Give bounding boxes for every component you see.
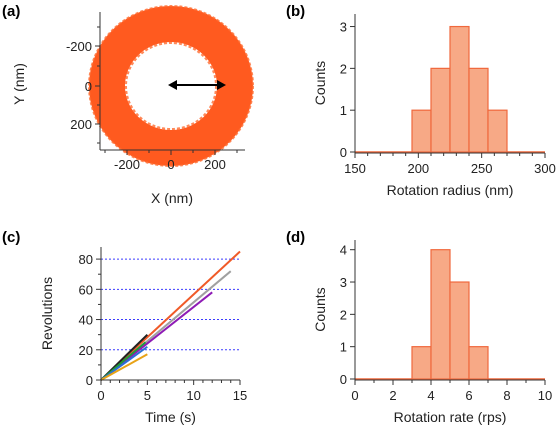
y-axis-label-a: Y (nm) bbox=[11, 63, 27, 105]
bar-b bbox=[449, 25, 470, 153]
x-tick-label-d: 6 bbox=[465, 388, 472, 403]
panel-b: (b) 150 200 250 300 0 1 2 3 Rotation radius (nm)… bbox=[286, 3, 556, 198]
x-tick-label-d: 0 bbox=[351, 388, 358, 403]
x-tick-label-c: 5 bbox=[144, 388, 151, 403]
series-line-c bbox=[100, 345, 148, 381]
series-line-c bbox=[100, 353, 148, 381]
bar-b bbox=[411, 109, 432, 153]
panel-c: (c) 0 5 10 15 0 20 40 60 80 Time (s) Revolutions bbox=[2, 229, 247, 425]
y-tick-label-a: 0 bbox=[85, 79, 92, 94]
y-tick-label-c: 0 bbox=[86, 373, 93, 388]
x-tick-label-d: 8 bbox=[503, 388, 510, 403]
bar-d bbox=[449, 281, 470, 380]
y-tick-label-c: 80 bbox=[79, 252, 93, 267]
bar-b bbox=[487, 109, 508, 153]
y-tick-label-a: 200 bbox=[70, 117, 92, 132]
y-tick-label-b: 0 bbox=[340, 145, 347, 160]
x-tick-label-d: 2 bbox=[389, 388, 396, 403]
bar-b bbox=[468, 67, 489, 153]
x-tick-label-a: 200 bbox=[204, 157, 226, 172]
x-axis-label-d: Rotation rate (rps) bbox=[394, 409, 507, 425]
radius-annotation: r bbox=[188, 90, 195, 106]
x-tick-label-a: 0 bbox=[167, 157, 174, 172]
y-tick-label-d: 4 bbox=[340, 243, 347, 258]
y-tick-label-d: 0 bbox=[340, 372, 347, 387]
bar-d bbox=[411, 346, 432, 380]
ring-outer-edge bbox=[88, 5, 254, 167]
y-tick-label-a: -200 bbox=[66, 39, 92, 54]
radius-arrow bbox=[168, 80, 226, 90]
x-tick-label-a: -200 bbox=[114, 157, 140, 172]
ring-band bbox=[89, 6, 253, 166]
panel-a: (a) r -200 0 200 -200 0 200 X (nm) Y (nm) bbox=[2, 3, 254, 206]
plot-c: 0 5 10 15 0 20 40 60 80 Time (s) Revolutions bbox=[39, 247, 247, 425]
x-tick-label-b: 250 bbox=[471, 161, 493, 176]
x-axis-label-c: Time (s) bbox=[145, 409, 196, 425]
y-tick-label-b: 2 bbox=[340, 61, 347, 76]
y-tick-label-c: 60 bbox=[79, 282, 93, 297]
y-tick-label-c: 20 bbox=[79, 343, 93, 358]
y-tick-label-d: 3 bbox=[340, 275, 347, 290]
y-tick-label-b: 1 bbox=[340, 103, 347, 118]
x-tick-label-c: 15 bbox=[233, 388, 247, 403]
panel-d: (d) 0 2 4 6 8 10 0 1 2 3 4 Rotation rate (rps) Count… bbox=[286, 229, 552, 425]
x-tick-label-d: 4 bbox=[427, 388, 434, 403]
panel-label-b: (b) bbox=[286, 3, 305, 20]
panel-label-d: (d) bbox=[286, 229, 305, 246]
plot-d: 0 2 4 6 8 10 0 1 2 3 4 Rotation rate (rps) Counts bbox=[312, 240, 552, 425]
x-tick-label-b: 150 bbox=[344, 161, 366, 176]
y-axis-label-c: Revolutions bbox=[39, 277, 55, 350]
y-tick-label-c: 40 bbox=[79, 313, 93, 328]
x-axis-label-b: Rotation radius (nm) bbox=[387, 182, 514, 198]
y-axis-label-d: Counts bbox=[312, 287, 328, 331]
y-tick-label-d: 1 bbox=[340, 340, 347, 355]
x-tick-label-b: 200 bbox=[407, 161, 429, 176]
y-tick-label-d: 2 bbox=[340, 307, 347, 322]
plot-b: 150 200 250 300 0 1 2 3 Rotation radius (nm) Coun… bbox=[312, 14, 556, 198]
y-axis-label-b: Counts bbox=[312, 61, 328, 105]
bar-b bbox=[430, 67, 451, 153]
y-tick-label-b: 3 bbox=[340, 20, 347, 35]
x-tick-label-c: 10 bbox=[186, 388, 200, 403]
panel-label-c: (c) bbox=[2, 229, 20, 246]
axes-a: -200 0 200 -200 0 200 X (nm) Y (nm) bbox=[11, 12, 245, 206]
bar-d bbox=[430, 249, 451, 380]
panel-label-a: (a) bbox=[2, 3, 20, 20]
x-axis-label-a: X (nm) bbox=[151, 190, 193, 206]
bar-d bbox=[468, 346, 489, 380]
x-tick-label-b: 300 bbox=[534, 161, 556, 176]
x-tick-label-d: 10 bbox=[538, 388, 552, 403]
x-tick-label-c: 0 bbox=[97, 388, 104, 403]
